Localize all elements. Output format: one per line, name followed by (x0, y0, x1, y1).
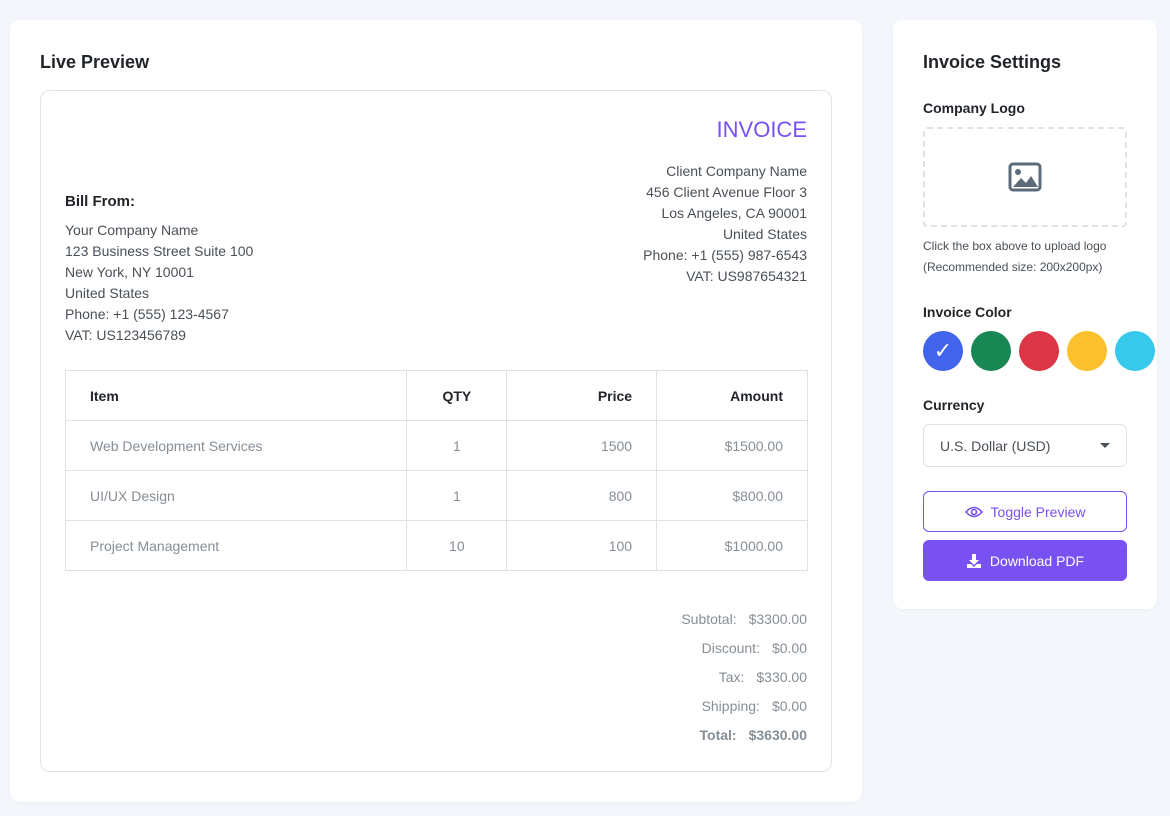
color-swatch-blue[interactable]: ✓ (923, 331, 963, 371)
cell-amount: $800.00 (656, 470, 808, 521)
live-preview-panel: Live Preview INVOICE Client Company Name… (10, 20, 862, 802)
cell-qty: 1 (406, 470, 508, 521)
header-qty: QTY (406, 370, 508, 421)
cell-item: Web Development Services (64, 420, 408, 471)
tax-value: $330.00 (756, 669, 807, 685)
table-row: Project Management 10 100 $1000.00 (64, 520, 808, 571)
tax-label: Tax: (718, 669, 745, 685)
download-icon (966, 553, 981, 568)
header-price: Price (506, 370, 658, 421)
bill-from-line: Phone: +1 (555) 123-4567 (65, 306, 229, 322)
invoice-color-label: Invoice Color (923, 304, 1012, 320)
header-item: Item (64, 370, 408, 421)
table-row: Web Development Services 1 1500 $1500.00 (64, 420, 808, 471)
items-table: Item QTY Price Amount Web Development Se… (64, 370, 808, 571)
bill-to-line: United States (722, 226, 807, 242)
discount-value: $0.00 (771, 640, 807, 656)
shipping-value: $0.00 (771, 698, 807, 714)
color-swatches: ✓ (923, 331, 1155, 371)
invoice-preview: INVOICE Client Company Name 456 Client A… (40, 90, 832, 772)
currency-label: Currency (923, 397, 985, 413)
bill-to-line: Los Angeles, CA 90001 (661, 205, 807, 221)
cell-price: 800 (506, 470, 658, 521)
eye-icon (964, 506, 983, 517)
panel-title: Live Preview (40, 52, 150, 72)
cell-qty: 1 (406, 420, 508, 471)
total-row: Total: $3630.00 (681, 727, 807, 756)
bill-to-line: 456 Client Avenue Floor 3 (646, 184, 807, 200)
total-label: Total: (699, 727, 737, 743)
currency-select[interactable]: U.S. Dollar (USD) (923, 424, 1127, 467)
subtotal-row: Subtotal: $3300.00 (681, 611, 807, 640)
image-icon (1008, 162, 1042, 192)
color-swatch-green[interactable] (971, 331, 1011, 371)
total-value: $3630.00 (748, 727, 807, 743)
settings-title: Invoice Settings (923, 52, 1062, 72)
currency-value: U.S. Dollar (USD) (940, 437, 1051, 454)
table-row: UI/UX Design 1 800 $800.00 (64, 470, 808, 521)
bill-to-line: Client Company Name (666, 163, 807, 179)
subtotal-value: $3300.00 (748, 611, 807, 627)
cell-price: 100 (506, 520, 658, 571)
color-swatch-cyan[interactable] (1115, 331, 1155, 371)
company-logo-label: Company Logo (923, 100, 1025, 116)
discount-label: Discount: (701, 640, 760, 656)
bill-to-line: Phone: +1 (555) 987-6543 (643, 247, 807, 263)
bill-from-line: New York, NY 10001 (65, 264, 194, 280)
check-icon: ✓ (933, 338, 953, 363)
bill-to: Client Company Name 456 Client Avenue Fl… (643, 161, 807, 287)
shipping-row: Shipping: $0.00 (681, 698, 807, 727)
cell-price: 1500 (506, 420, 658, 471)
cell-item: UI/UX Design (64, 470, 408, 521)
tax-row: Tax: $330.00 (681, 669, 807, 698)
download-pdf-label: Download PDF (989, 552, 1085, 569)
invoice-settings-panel: Invoice Settings Company Logo Click the … (893, 20, 1157, 609)
header-amount: Amount (656, 370, 808, 421)
bill-from-line: Your Company Name (65, 222, 199, 238)
bill-from-label: Bill From: (65, 193, 135, 210)
bill-from: Bill From: Your Company Name 123 Busines… (65, 191, 253, 346)
color-swatch-yellow[interactable] (1067, 331, 1107, 371)
cell-amount: $1000.00 (656, 520, 808, 571)
toggle-preview-label: Toggle Preview (990, 503, 1086, 520)
table-header: Item QTY Price Amount (64, 370, 808, 421)
invoice-title: INVOICE (716, 117, 807, 142)
bill-from-line: 123 Business Street Suite 100 (65, 243, 254, 259)
bill-from-line: VAT: US123456789 (65, 327, 186, 343)
discount-row: Discount: $0.00 (681, 640, 807, 669)
caret-down-icon (1100, 443, 1110, 448)
logo-upload-box[interactable] (923, 127, 1127, 227)
logo-hint: Click the box above to upload logo (Reco… (923, 236, 1106, 278)
bill-from-line: United States (65, 285, 150, 301)
toggle-preview-button[interactable]: Toggle Preview (923, 491, 1127, 532)
totals: Subtotal: $3300.00 Discount: $0.00 Tax: $33… (681, 611, 807, 756)
subtotal-label: Subtotal: (681, 611, 737, 627)
download-pdf-button[interactable]: Download PDF (923, 540, 1127, 581)
cell-amount: $1500.00 (656, 420, 808, 471)
logo-hint-line: (Recommended size: 200x200px) (923, 260, 1103, 274)
cell-qty: 10 (406, 520, 508, 571)
bill-to-line: VAT: US987654321 (686, 268, 807, 284)
logo-hint-line: Click the box above to upload logo (923, 239, 1107, 253)
color-swatch-red[interactable] (1019, 331, 1059, 371)
cell-item: Project Management (64, 520, 408, 571)
shipping-label: Shipping: (701, 698, 760, 714)
